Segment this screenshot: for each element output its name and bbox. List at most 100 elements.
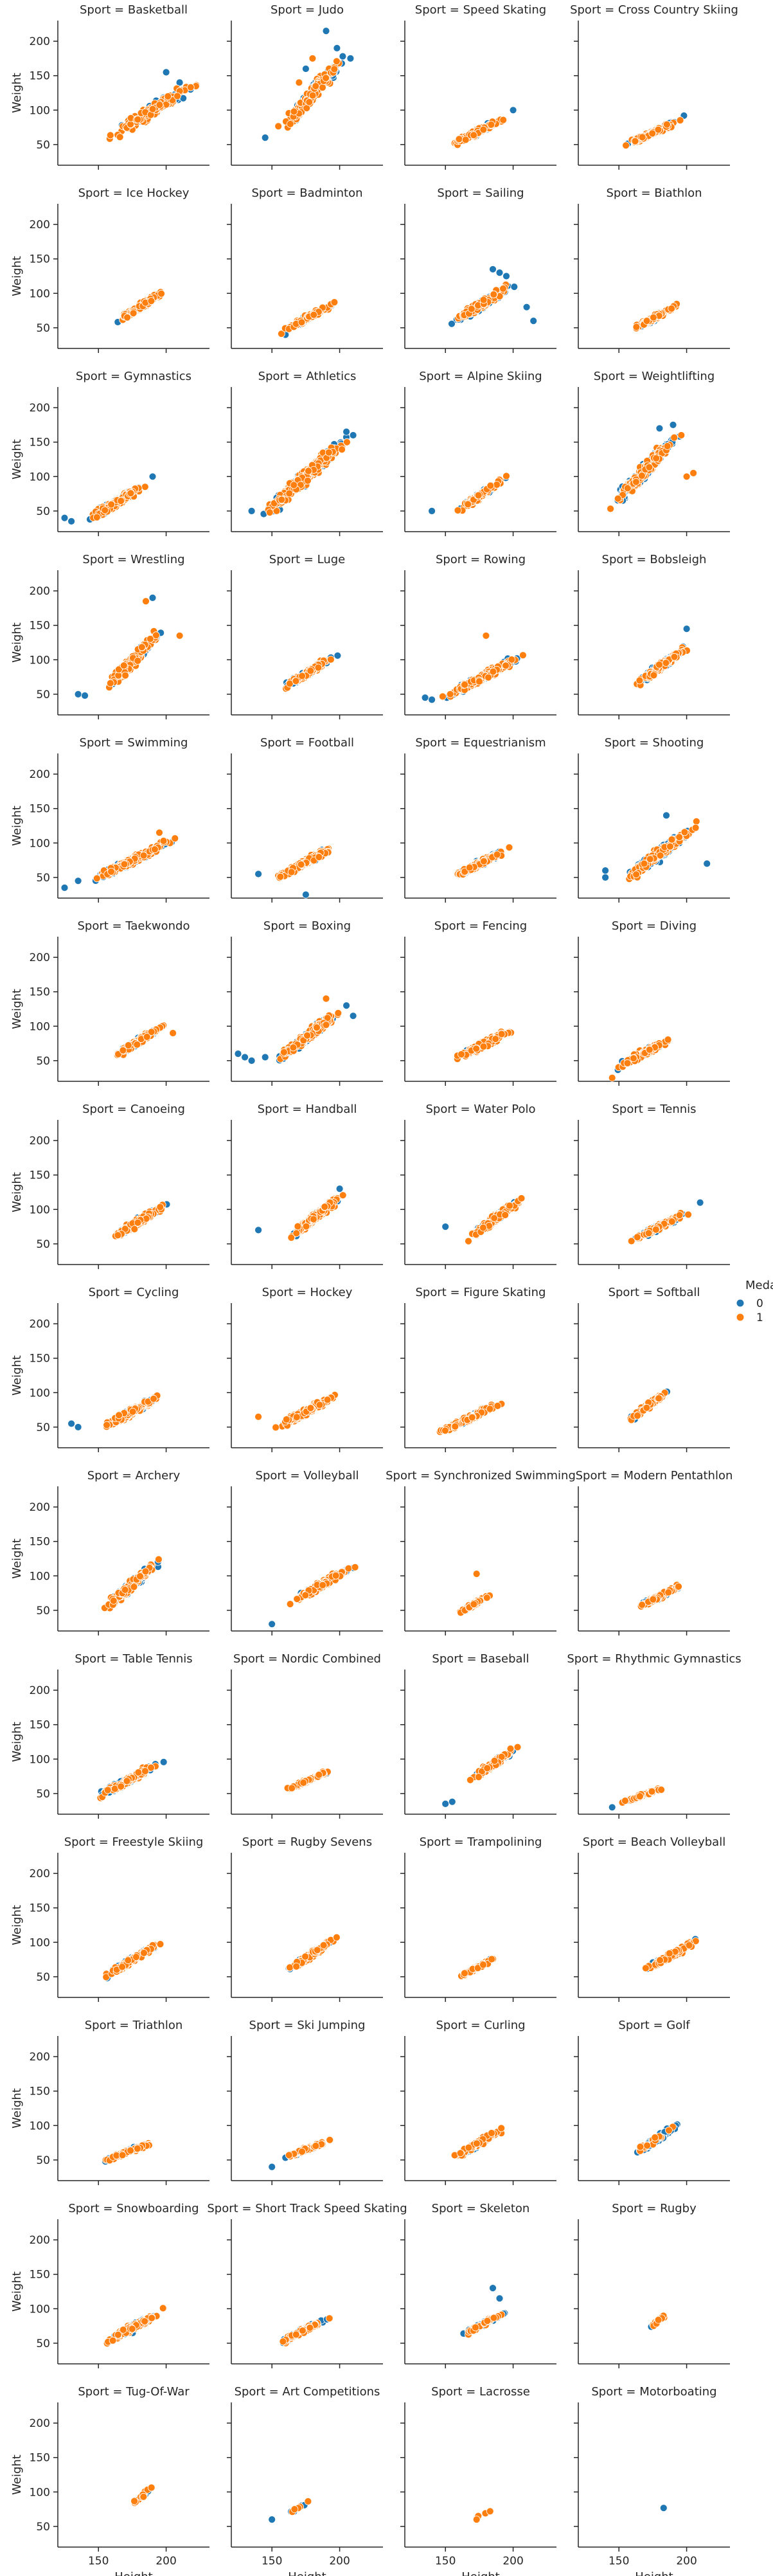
data-point-medal-1 <box>322 74 330 82</box>
facet-panel: Sport = Alpine Skiing <box>400 370 556 536</box>
data-point-medal-0 <box>502 272 510 280</box>
data-point-medal-1 <box>314 663 323 672</box>
data-point-medal-1 <box>632 478 640 486</box>
facet-panel: Sport = Shooting <box>574 736 730 903</box>
facet-panel: Sport = Sailing <box>400 186 556 353</box>
y-tick-label: 100 <box>30 471 50 483</box>
y-axis-label: Weight <box>10 622 24 663</box>
facet-panel: Sport = Biathlon <box>574 186 730 353</box>
data-point-medal-1 <box>638 133 646 141</box>
y-tick-label: 50 <box>36 872 50 885</box>
data-point-medal-0 <box>601 867 609 874</box>
data-point-medal-1 <box>308 55 317 62</box>
data-point-medal-1 <box>670 433 679 442</box>
data-point-medal-0 <box>254 870 263 878</box>
data-point-medal-1 <box>474 491 483 500</box>
data-point-medal-1 <box>691 824 700 832</box>
data-point-medal-0 <box>322 27 330 35</box>
data-point-medal-0 <box>333 651 342 660</box>
y-axis-label: Weight <box>10 73 24 113</box>
data-point-medal-0 <box>301 890 310 899</box>
data-point-medal-1 <box>465 863 474 872</box>
facet-title: Sport = Wrestling <box>82 553 184 566</box>
data-point-medal-1 <box>480 857 488 865</box>
facet-title: Sport = Alpine Skiing <box>419 370 542 383</box>
data-point-medal-0 <box>74 690 82 698</box>
data-point-medal-1 <box>638 472 646 480</box>
data-point-medal-1 <box>470 131 478 140</box>
data-point-medal-1 <box>276 872 285 881</box>
data-point-medal-1 <box>446 690 454 698</box>
facet-panel: Sport = Speed Skating <box>400 3 556 170</box>
facet-title: Sport = Luge <box>269 553 345 566</box>
data-point-medal-0 <box>428 696 436 704</box>
y-tick-label: 150 <box>30 986 50 999</box>
data-point-medal-1 <box>173 92 181 100</box>
data-point-medal-0 <box>703 860 711 868</box>
y-axis-label: Weight <box>10 256 24 296</box>
y-tick-label: 200 <box>30 951 50 964</box>
y-tick-label: 200 <box>30 402 50 415</box>
data-point-medal-0 <box>261 134 269 142</box>
facet-title: Sport = Football <box>260 736 354 750</box>
data-point-medal-0 <box>74 877 82 885</box>
data-point-medal-1 <box>157 289 166 298</box>
y-tick-label: 200 <box>30 768 50 781</box>
data-point-medal-1 <box>676 116 684 125</box>
data-point-medal-1 <box>265 509 274 516</box>
data-point-medal-1 <box>175 631 184 640</box>
data-point-medal-0 <box>60 884 69 892</box>
data-point-medal-1 <box>116 133 124 141</box>
data-point-medal-1 <box>287 868 296 876</box>
facet-title: Sport = Shooting <box>605 736 704 750</box>
data-point-medal-1 <box>290 107 298 116</box>
data-point-medal-1 <box>120 860 129 869</box>
data-point-medal-1 <box>155 101 164 109</box>
facet-title: Sport = Judo <box>271 3 344 17</box>
data-point-medal-0 <box>342 428 350 436</box>
data-point-medal-1 <box>285 489 294 498</box>
data-point-medal-1 <box>689 469 697 477</box>
data-point-medal-0 <box>301 65 310 73</box>
data-point-medal-1 <box>467 305 475 313</box>
data-point-medal-1 <box>635 676 644 685</box>
data-point-medal-1 <box>464 500 472 509</box>
data-point-medal-1 <box>298 318 306 327</box>
facet-title: Sport = Swimming <box>80 736 188 750</box>
y-tick-label: 50 <box>36 505 50 518</box>
data-point-medal-1 <box>519 651 527 660</box>
data-point-medal-1 <box>319 84 326 92</box>
y-tick-label: 200 <box>30 585 50 598</box>
facet-title: Sport = Badminton <box>251 186 362 200</box>
y-tick-label: 50 <box>36 1055 50 1068</box>
data-point-medal-1 <box>106 131 114 140</box>
facet-title: Sport = Cross Country Skiing <box>570 3 738 17</box>
data-point-medal-1 <box>120 662 128 670</box>
facet-panel: Sport = Equestrianism <box>400 736 556 903</box>
data-point-medal-1 <box>482 631 490 640</box>
data-point-medal-1 <box>147 297 155 305</box>
data-point-medal-1 <box>297 860 305 869</box>
data-point-medal-1 <box>692 817 700 825</box>
data-point-medal-0 <box>148 473 157 481</box>
data-point-medal-1 <box>146 635 154 643</box>
data-point-medal-1 <box>278 496 286 504</box>
data-point-medal-1 <box>159 837 168 845</box>
facet-panel: Sport = Rowing <box>400 553 556 719</box>
data-point-medal-1 <box>307 667 315 675</box>
data-point-medal-1 <box>123 313 132 321</box>
data-point-medal-0 <box>421 694 429 702</box>
y-tick-label: 100 <box>30 104 50 117</box>
data-point-medal-1 <box>502 472 510 480</box>
data-point-medal-1 <box>640 860 648 868</box>
data-point-medal-1 <box>439 692 447 701</box>
data-point-medal-1 <box>607 505 614 513</box>
data-point-medal-1 <box>454 507 462 514</box>
y-tick-label: 100 <box>30 654 50 667</box>
data-point-medal-1 <box>338 446 346 453</box>
data-point-medal-1 <box>327 656 335 663</box>
